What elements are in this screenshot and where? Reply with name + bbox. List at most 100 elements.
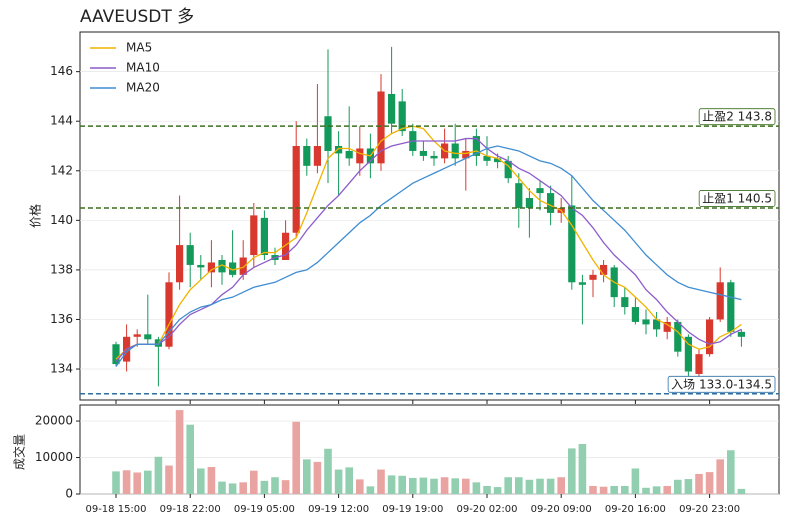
- y-tick-label: 144: [50, 114, 73, 128]
- x-tick-label: 09-20 23:00: [679, 504, 740, 515]
- volume-bar: [610, 485, 618, 494]
- plot-frame: [79, 31, 780, 401]
- candle-body: [260, 217, 268, 256]
- volume-bar: [377, 469, 385, 494]
- x-tick-label: 09-19 12:00: [308, 504, 369, 515]
- volume-bar: [197, 468, 205, 494]
- candle-body: [525, 198, 533, 208]
- candle-body: [653, 319, 661, 330]
- volume-bar: [144, 470, 152, 494]
- volume-bar: [409, 477, 417, 494]
- candle-body: [621, 297, 629, 308]
- volume-bar: [695, 473, 703, 494]
- ma-line: [115, 145, 742, 367]
- y-axis-label: 成交量: [12, 434, 27, 470]
- volume-bar: [599, 486, 608, 494]
- candle-body: [133, 334, 141, 337]
- volume-bar: [313, 461, 322, 494]
- volume-bar: [557, 477, 565, 494]
- volume-bar: [133, 472, 141, 494]
- y-tick-label: 140: [50, 213, 73, 227]
- level-label-box: [698, 108, 776, 126]
- volume-bar: [504, 477, 512, 494]
- volume-bar: [281, 480, 290, 494]
- candle-body: [451, 143, 459, 159]
- x-tick-label: 09-20 09:00: [531, 504, 592, 515]
- volume-bar: [727, 450, 735, 494]
- candle-body: [472, 136, 480, 156]
- candle-body: [430, 155, 438, 159]
- volume-bar: [472, 482, 481, 494]
- volume-bar: [112, 471, 120, 494]
- x-tick-label: 09-18 22:00: [160, 504, 221, 515]
- candle-body: [483, 155, 491, 161]
- volume-bar: [239, 482, 247, 494]
- candle-body: [695, 354, 703, 374]
- volume-bar: [621, 485, 629, 494]
- candle-body: [536, 188, 544, 194]
- volume-bar: [483, 485, 491, 494]
- volume-bar: [271, 477, 279, 494]
- volume-bar: [334, 469, 343, 494]
- candle-body: [112, 344, 120, 365]
- candle-body: [186, 245, 194, 265]
- candle-body: [547, 193, 555, 213]
- x-tick-label: 09-19 19:00: [382, 504, 443, 515]
- candle-body: [600, 264, 608, 275]
- volume-bar: [186, 424, 194, 494]
- volume-bar: [578, 444, 587, 494]
- level-label-box: [698, 190, 776, 207]
- volume-bar: [419, 477, 428, 494]
- candle-body: [250, 215, 258, 256]
- legend-label: MA20: [126, 81, 160, 95]
- candle-body: [335, 145, 343, 154]
- volume-bar: [451, 478, 459, 494]
- level-label: 止盈1 140.5: [702, 191, 772, 205]
- volume-bar: [122, 470, 131, 494]
- y-tick-label: 146: [50, 64, 73, 78]
- legend-label: MA10: [126, 61, 160, 75]
- candle-body: [631, 307, 639, 322]
- volume-bar: [663, 485, 671, 494]
- y-tick-label: 136: [50, 312, 73, 326]
- candle-body: [324, 116, 332, 151]
- volume-bar: [398, 475, 406, 494]
- y-tick-label: 142: [50, 163, 73, 177]
- volume-bar: [684, 479, 693, 494]
- candle-body: [494, 158, 502, 163]
- candle-body: [515, 183, 523, 208]
- volume-bar: [345, 467, 353, 494]
- volume-bar: [207, 467, 216, 494]
- volume-bar: [387, 475, 396, 494]
- candle-body: [239, 257, 247, 275]
- candle-body: [377, 91, 385, 164]
- y-tick-label: 10000: [35, 450, 73, 464]
- y-tick-label: 134: [50, 362, 73, 376]
- volume-bar: [642, 487, 650, 494]
- candle-body: [313, 145, 321, 166]
- ma-line: [115, 137, 742, 363]
- chart-title: AAVEUSDT 多: [80, 7, 194, 27]
- volume-bar: [366, 486, 375, 494]
- candle-body: [674, 321, 682, 352]
- y-tick-label: 0: [65, 487, 73, 501]
- candle-body: [642, 319, 650, 325]
- candle-body: [345, 150, 353, 159]
- candle-body: [282, 232, 290, 260]
- volume-bar: [674, 479, 682, 494]
- volume-bar: [218, 481, 226, 494]
- volume-bar: [430, 478, 438, 494]
- volume-bar: [589, 485, 597, 494]
- volume-bar: [250, 470, 258, 494]
- candle-body: [176, 245, 184, 283]
- y-axis-label: 价格: [28, 204, 43, 228]
- x-tick-label: 09-20 16:00: [605, 504, 666, 515]
- candle-body: [229, 262, 237, 275]
- volume-bar: [737, 488, 746, 494]
- volume-bar: [260, 480, 269, 494]
- volume-bar: [175, 410, 184, 494]
- legend-label: MA5: [126, 41, 152, 55]
- candle-body: [218, 259, 226, 273]
- candle-body: [292, 145, 300, 233]
